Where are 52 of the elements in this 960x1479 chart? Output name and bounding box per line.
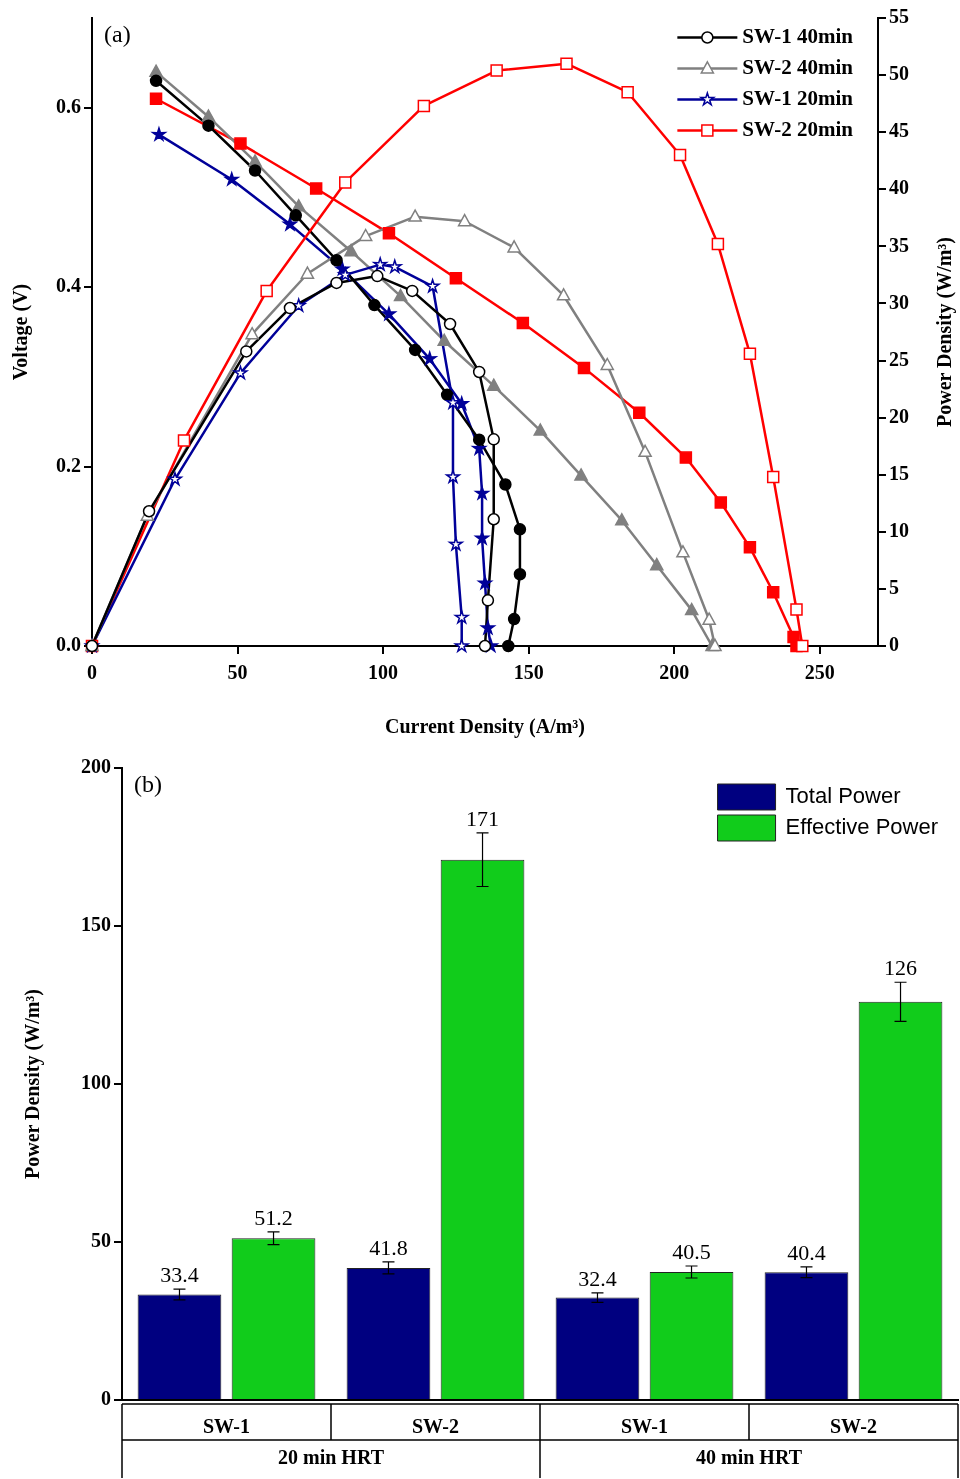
- data-label: 41.8: [369, 1234, 408, 1260]
- y-tick-label: 0: [101, 1387, 111, 1410]
- x-tick-label: 200: [659, 661, 690, 684]
- legend-label: SW-2 40min: [742, 54, 854, 79]
- data-label: 40.4: [787, 1239, 826, 1265]
- y2-tick-label: 5: [889, 576, 899, 599]
- text: 20 min HRT: [278, 1446, 385, 1469]
- legend-label: Total Power: [785, 783, 901, 809]
- data-label: 33.4: [160, 1261, 199, 1287]
- y2-tick-label: 55: [889, 5, 909, 28]
- y-tick-label: 0.4: [56, 274, 81, 297]
- y-tick-label: 150: [81, 913, 111, 936]
- legend-label: SW-1 40min: [742, 23, 854, 48]
- data-label: 171: [466, 805, 500, 831]
- legend-label: Effective Power: [785, 814, 939, 840]
- y-tick-label: 200: [81, 755, 111, 778]
- y-tick-label: 0.6: [56, 94, 81, 117]
- x-tick-label: 250: [804, 661, 835, 684]
- y-axis-title: Voltage (V): [9, 283, 33, 381]
- y2-tick-label: 45: [889, 119, 909, 142]
- x-tick-label: SW-2: [829, 1415, 878, 1438]
- y2-tick-label: 50: [889, 62, 909, 85]
- x-tick-label: SW-1: [202, 1415, 251, 1438]
- x-tick-label: SW-2: [411, 1415, 460, 1438]
- y2-tick-label: 0: [889, 633, 899, 656]
- data-label: 126: [884, 955, 918, 981]
- y-tick-label: 100: [81, 1071, 111, 1094]
- data-label: 40.5: [672, 1238, 711, 1264]
- y-tick-label: 0.2: [56, 453, 81, 476]
- y2-tick-label: 15: [889, 461, 909, 484]
- x-tick-label: 150: [513, 661, 544, 684]
- x-tick-label: 50: [227, 661, 248, 684]
- x-tick-label: SW-1: [620, 1415, 669, 1438]
- y-tick-label: 50: [91, 1229, 111, 1252]
- text: 40 min HRT: [696, 1446, 803, 1469]
- y-tick-label: 0.0: [56, 633, 81, 656]
- chart-title: (a): [104, 21, 131, 48]
- y2-tick-label: 35: [889, 233, 909, 256]
- data-label: 32.4: [578, 1265, 617, 1291]
- legend-label: SW-1 20min: [742, 85, 854, 110]
- chart-title: (b): [134, 771, 162, 798]
- y-axis-title: Power Density (W/m³): [21, 988, 45, 1180]
- y2-tick-label: 20: [889, 404, 909, 427]
- y2-tick-label: 25: [889, 347, 909, 370]
- y2-tick-label: 10: [889, 518, 909, 541]
- legend-label: SW-2 20min: [742, 116, 854, 141]
- x-axis-title: Current Density (A/m³): [384, 715, 586, 739]
- x-tick-label: 100: [368, 661, 399, 684]
- y2-axis-title: Power Density (W/m³): [933, 236, 957, 428]
- y2-tick-label: 30: [889, 290, 909, 313]
- data-label: 51.2: [254, 1204, 293, 1230]
- y2-tick-label: 40: [889, 176, 909, 199]
